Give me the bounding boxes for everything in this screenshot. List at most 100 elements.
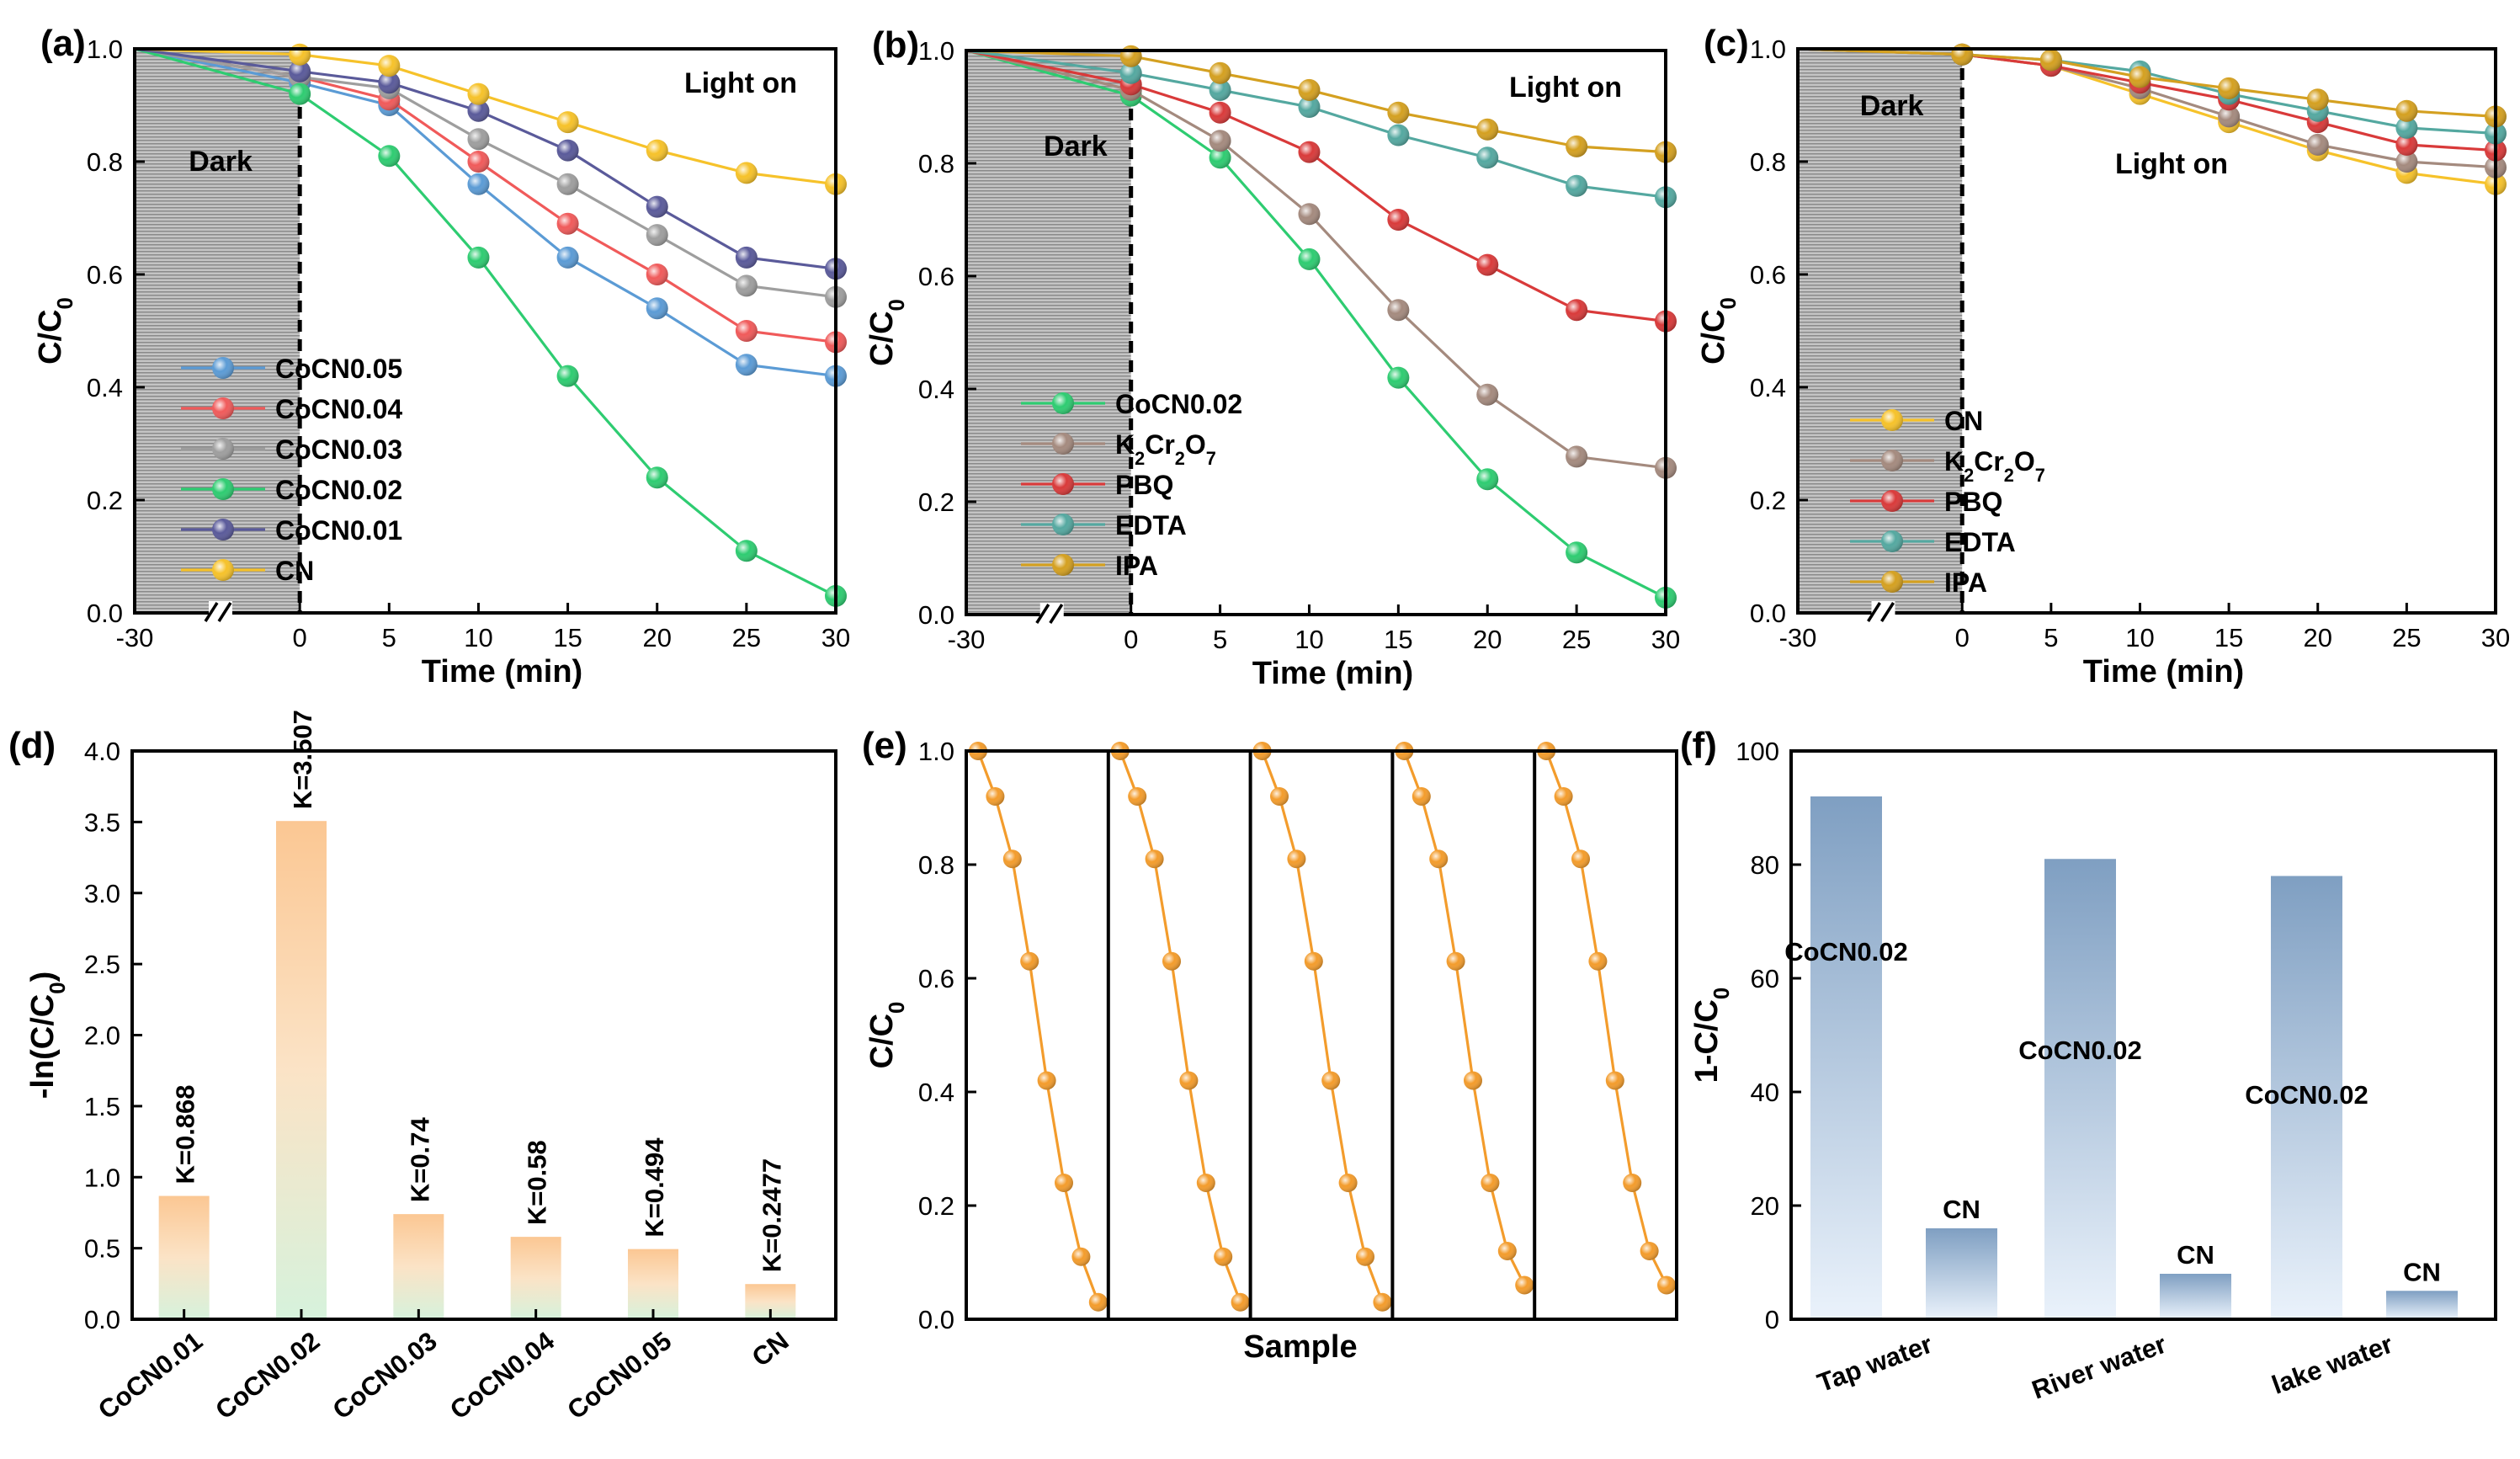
data-point-CN-shine	[646, 139, 668, 162]
data-point-CoCN0.02-shine	[556, 365, 579, 387]
y-tick-label: 3.5	[84, 807, 120, 837]
y-tick-label: 1.5	[84, 1092, 120, 1121]
y-tick-label: 1.0	[84, 1163, 120, 1192]
data-point-CoCN0.02-shine	[1566, 541, 1588, 564]
data-point-shine	[1373, 1292, 1392, 1312]
legend-label: CoCN0.04	[275, 394, 402, 424]
legend-marker-shine	[212, 357, 234, 379]
data-point-shine	[1071, 1247, 1091, 1266]
panel-label: (c)	[1704, 23, 1749, 64]
panel-a: -30 0 5 10 15 20 25 30 0.0 0.2 0.4 0.6 0.8 1.0 Time (m…	[33, 23, 850, 690]
cycle-line	[1544, 750, 1668, 1286]
plot-frame	[133, 47, 837, 615]
y-tick-label: 0.6	[1750, 260, 1786, 290]
y-axis-label: C/C0	[1696, 297, 1741, 365]
y-tick-label: 0.6	[87, 260, 123, 290]
cycle-line	[976, 750, 1100, 1303]
y-tick-label: 0.8	[1750, 147, 1786, 177]
axis-break-mark	[1049, 604, 1064, 624]
legend-marker-shine	[212, 438, 234, 460]
series-CoCN0.02	[134, 47, 847, 607]
legend-entry-K2Cr2O7: K2Cr2O7	[1850, 446, 2045, 486]
series-CN	[134, 43, 847, 195]
y-axis-label: -ln(C/C0)	[25, 972, 70, 1100]
legend-label: CN	[275, 556, 314, 586]
legend-label: CoCN0.02	[1115, 389, 1242, 419]
y-tick-label: 0.0	[1750, 599, 1786, 628]
data-point-CoCN0.04-shine	[735, 320, 758, 342]
data-point-IPA-shine	[1119, 45, 1142, 67]
data-point-PBQ-shine	[2395, 133, 2418, 156]
axis-break-mark	[1035, 604, 1050, 624]
data-point-PBQ-shine	[1387, 209, 1410, 231]
legend-label: CoCN0.01	[275, 515, 402, 546]
x-tick-label: 10	[1295, 625, 1323, 654]
legend-label: CN	[1944, 406, 1983, 436]
data-point-shine	[1657, 1275, 1676, 1295]
dark-label: Dark	[189, 146, 253, 178]
y-tick-label: 0.5	[84, 1234, 120, 1264]
data-point-CoCN0.02-shine	[1298, 248, 1321, 270]
cycle-line	[1119, 750, 1242, 1303]
x-tick-label: 10	[464, 623, 492, 652]
data-point-shine	[1002, 849, 1022, 869]
y-tick-label: 20	[1751, 1191, 1779, 1221]
data-point-K2Cr2O7-shine	[2218, 105, 2241, 128]
data-point-shine	[1214, 1247, 1233, 1266]
panel-label: (e)	[862, 725, 907, 766]
panel-label: (a)	[40, 23, 86, 64]
x-tick-label: 25	[732, 623, 761, 652]
x-axis-label: Time (min)	[1252, 656, 1413, 691]
x-tick-label: 5	[382, 623, 396, 652]
data-point-CoCN0.01-shine	[646, 195, 668, 218]
legend-marker-shine	[1881, 571, 1903, 593]
light-on-label: Light on	[2115, 148, 2228, 180]
data-point-CoCN0.04-shine	[467, 151, 490, 173]
dark-region	[968, 52, 1131, 613]
y-tick-label: 2.0	[84, 1021, 120, 1051]
plot-frame	[130, 749, 837, 1321]
category-label: CoCN0.02	[210, 1326, 325, 1425]
bar-CN-Tap water	[1926, 1228, 1997, 1319]
legend-marker-shine	[1052, 554, 1074, 576]
legend-entry-PBQ: PBQ	[1850, 487, 2002, 517]
x-axis-label: Time (min)	[2083, 654, 2244, 690]
plot-frame	[965, 49, 1667, 616]
data-point-shine	[1588, 951, 1608, 971]
dark-label: Dark	[1860, 90, 1924, 122]
legend-entry-IPA: IPA	[1850, 567, 1987, 598]
legend-marker-shine	[1881, 450, 1903, 471]
legend-marker-shine	[1052, 433, 1074, 455]
x-tick-label: 5	[1213, 625, 1227, 654]
data-point-shine	[1356, 1247, 1374, 1266]
bar-CoCN0.03	[393, 1214, 444, 1319]
light-on-label: Light on	[684, 67, 797, 99]
legend-entry-CN: CN	[181, 556, 314, 586]
data-point-shine	[1287, 849, 1306, 869]
data-point-CoCN0.02-shine	[646, 466, 668, 489]
data-point-CoCN0.02-shine	[735, 540, 758, 562]
y-tick-label: 0.2	[87, 486, 123, 515]
series-IPA	[965, 45, 1677, 163]
category-label: Tap water	[1814, 1329, 1937, 1398]
data-point-IPA-shine	[1476, 118, 1499, 141]
data-point-shine	[1446, 951, 1465, 971]
data-point-CoCN0.04-shine	[646, 264, 668, 285]
series-line-IPA	[965, 49, 1667, 154]
series-line-CoCN0.01	[134, 47, 837, 270]
legend-entry-K2Cr2O7: K2Cr2O7	[1021, 429, 1216, 469]
legend-label: IPA	[1115, 551, 1158, 581]
data-point-K2Cr2O7-shine	[2306, 133, 2329, 156]
bar-series-label: CN	[2403, 1257, 2441, 1286]
legend-entry-PBQ: PBQ	[1021, 470, 1173, 500]
data-point-IPA-shine	[2395, 99, 2418, 122]
bar-value-label: K=0.868	[171, 1084, 200, 1184]
data-point-shine	[1481, 1174, 1500, 1192]
y-tick-label: 0.8	[87, 147, 123, 177]
x-tick-label: 20	[2304, 623, 2332, 652]
bar-CoCN0.02-River water	[2044, 859, 2116, 1319]
data-point-CoCN0.05-shine	[646, 297, 668, 320]
category-label: CoCN0.04	[444, 1325, 561, 1424]
data-point-CoCN0.05-shine	[467, 173, 490, 195]
data-point-shine	[1231, 1292, 1250, 1312]
